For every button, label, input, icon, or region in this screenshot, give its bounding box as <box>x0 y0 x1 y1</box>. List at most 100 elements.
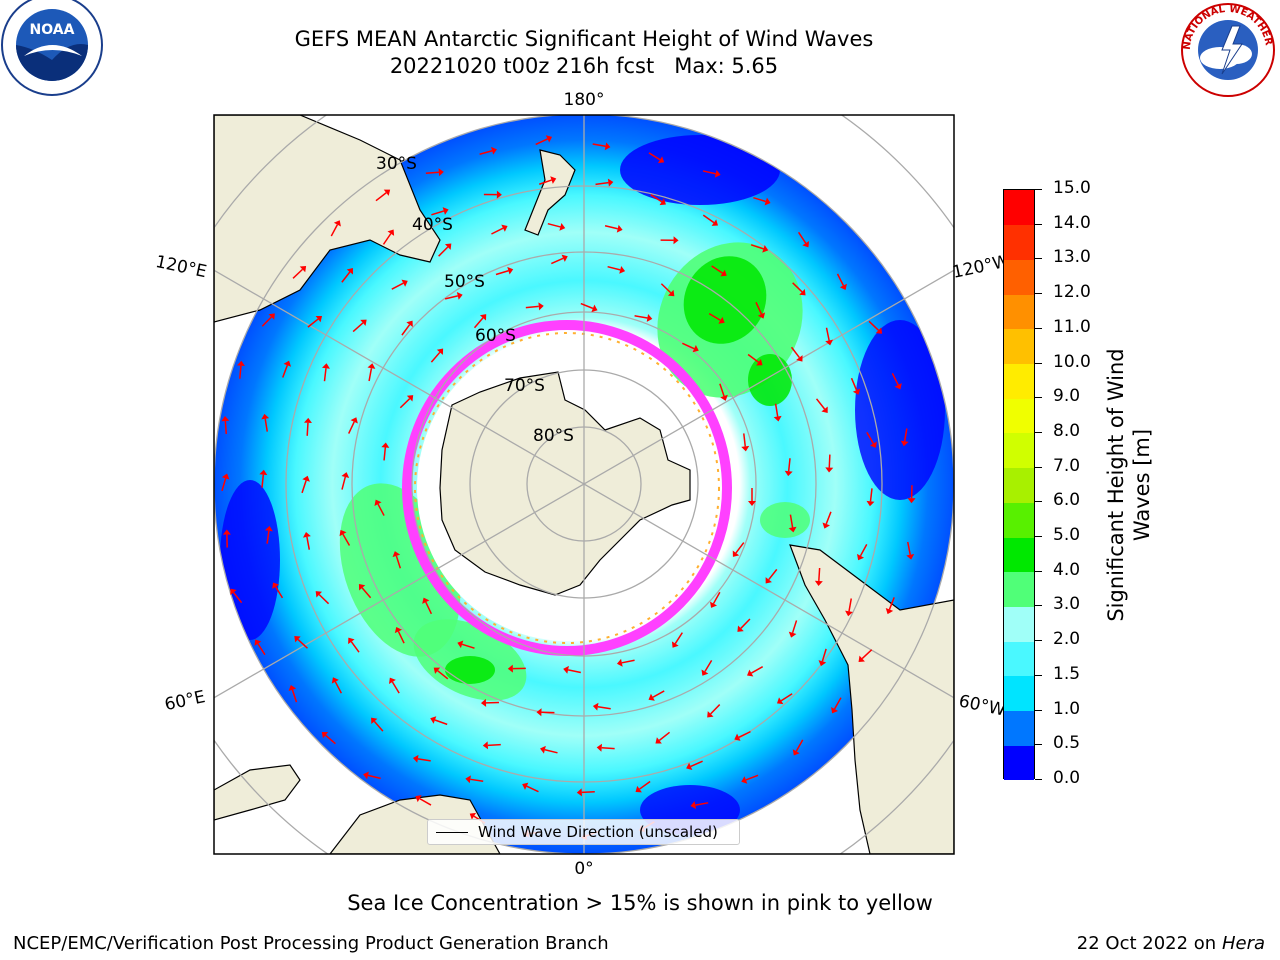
colorbar-segment <box>1004 190 1034 226</box>
colorbar-tick-label: 15.0 <box>1053 178 1091 198</box>
wave-arrow-head <box>591 304 598 313</box>
wave-arrow-shaft <box>795 739 804 752</box>
wave-arrow-shaft <box>719 383 725 397</box>
wave-arrow-head <box>283 360 292 367</box>
wave-arrow-shaft <box>419 797 432 806</box>
footer-date: 22 Oct 2022 on Hera <box>1077 933 1265 954</box>
wave-arrow-head <box>885 607 894 615</box>
wave-arrow-head <box>604 142 611 151</box>
wave-arrow-shaft <box>658 731 671 741</box>
colorbar-segment <box>1004 432 1034 469</box>
wave-arrow-shaft <box>704 659 713 672</box>
wave-arrow-head <box>765 577 772 584</box>
sea-ice-note: Sea Ice Concentration > 15% is shown in … <box>347 891 933 915</box>
wave-arrow-shaft <box>866 431 875 444</box>
wave-arrow-shaft <box>743 433 747 447</box>
wave-arrow-head <box>545 135 553 143</box>
wave-arrow-shaft <box>261 316 272 327</box>
wave-arrow-head <box>442 207 449 215</box>
wave-arrow-shaft <box>740 618 751 629</box>
wave-arrow-head <box>374 499 382 506</box>
wave-arrow-shaft <box>567 669 581 674</box>
wave-arrow-shaft <box>711 265 723 274</box>
wave-arrow-shaft <box>431 210 445 216</box>
wave-arrow-shaft <box>780 693 793 702</box>
wave-arrow-shaft <box>597 705 611 710</box>
wave-arrow-shaft <box>702 170 716 175</box>
wave-arrow-head <box>321 731 329 739</box>
wave-arrow-head <box>339 529 347 537</box>
wave-arrow-shaft <box>373 720 384 732</box>
wave-arrow-head <box>302 531 311 538</box>
wave-arrow-head <box>222 529 231 535</box>
colorbar-tick <box>1035 605 1042 607</box>
wave-arrow-shaft <box>232 592 243 604</box>
wave-arrow-head <box>389 677 396 685</box>
colorbar-tick <box>1035 466 1042 468</box>
wave-arrow-head <box>607 178 614 187</box>
wave-arrow-head <box>690 801 697 810</box>
wave-arrow-shaft <box>282 365 289 378</box>
wave-arrow-shaft <box>836 273 845 286</box>
wave-arrow-shaft <box>397 631 405 644</box>
colorbar-segment <box>1004 467 1034 503</box>
wave-arrow-head <box>230 588 237 595</box>
wave-arrow-head <box>756 359 763 366</box>
wave-arrow-shaft <box>891 372 899 386</box>
wave-arrow-head <box>799 288 806 296</box>
wave-arrow-shaft <box>695 802 709 806</box>
wave-arrow-shaft <box>479 150 493 155</box>
wave-arrow-head <box>422 597 430 604</box>
colorbar-tick-label: 0.5 <box>1053 733 1081 754</box>
wave-arrow-shaft <box>375 192 387 202</box>
antarctica <box>439 371 691 596</box>
wave-arrow-head <box>358 584 366 591</box>
colorbar-tick <box>1035 674 1042 676</box>
wave-arrow-head <box>576 788 582 797</box>
wave-arrow-shaft <box>735 542 745 554</box>
wave-arrow-shaft <box>361 587 372 599</box>
wave-arrow-head <box>906 554 915 560</box>
colorbar-tick-label: 1.5 <box>1053 663 1081 684</box>
wave-arrow-shaft <box>525 305 539 309</box>
wave-arrow-head <box>561 254 568 262</box>
colorbar-tick <box>1035 744 1042 746</box>
wave-arrow-head <box>315 315 323 323</box>
wave-arrow-shaft <box>750 244 764 250</box>
footer-date-text: 22 Oct 2022 on <box>1076 933 1222 954</box>
wave-arrow-shaft <box>430 351 441 363</box>
wave-arrow-shaft <box>491 227 504 235</box>
colorbar-tick <box>1035 640 1042 642</box>
colorbar-segment <box>1004 641 1034 677</box>
wave-arrow-head <box>288 685 297 692</box>
wave-arrow-shaft <box>601 746 615 750</box>
wave-arrow-head <box>415 795 422 803</box>
wave-arrow-head <box>433 667 441 674</box>
wave-arrow-shaft <box>592 143 606 148</box>
wave-arrow-shaft <box>604 225 618 230</box>
chart-title: GEFS MEAN Antarctic Significant Height o… <box>294 27 874 51</box>
wave-arrow-shaft <box>399 398 411 409</box>
wave-arrow-head <box>387 229 395 236</box>
wave-arrow-shaft <box>544 749 558 754</box>
wave-arrow-head <box>550 176 557 184</box>
wave-arrow-shaft <box>753 196 766 203</box>
wave-arrow-head <box>254 639 262 646</box>
wave-arrow-head <box>857 553 865 561</box>
colorbar-tick-label: 9.0 <box>1053 386 1081 407</box>
wave-arrow-shaft <box>702 214 715 224</box>
wave-arrow-head <box>294 636 301 643</box>
wave-arrow-head <box>831 707 839 714</box>
wave-arrow-head <box>866 500 875 507</box>
colorbar-tick-label: 2.0 <box>1053 629 1081 650</box>
lat-label-80s: 80°S <box>533 426 574 446</box>
wave-arrow-shaft <box>825 327 830 341</box>
lon-label-0: 0° <box>574 859 593 879</box>
wave-arrow-shaft <box>266 530 270 544</box>
wave-arrow-head <box>401 279 408 287</box>
wave-arrow-head <box>732 550 740 557</box>
wave-arrow-head <box>673 236 679 245</box>
wave-arrow-shaft <box>391 282 404 290</box>
wave-arrow-shaft <box>341 271 351 283</box>
wave-arrow-shaft <box>859 544 868 557</box>
